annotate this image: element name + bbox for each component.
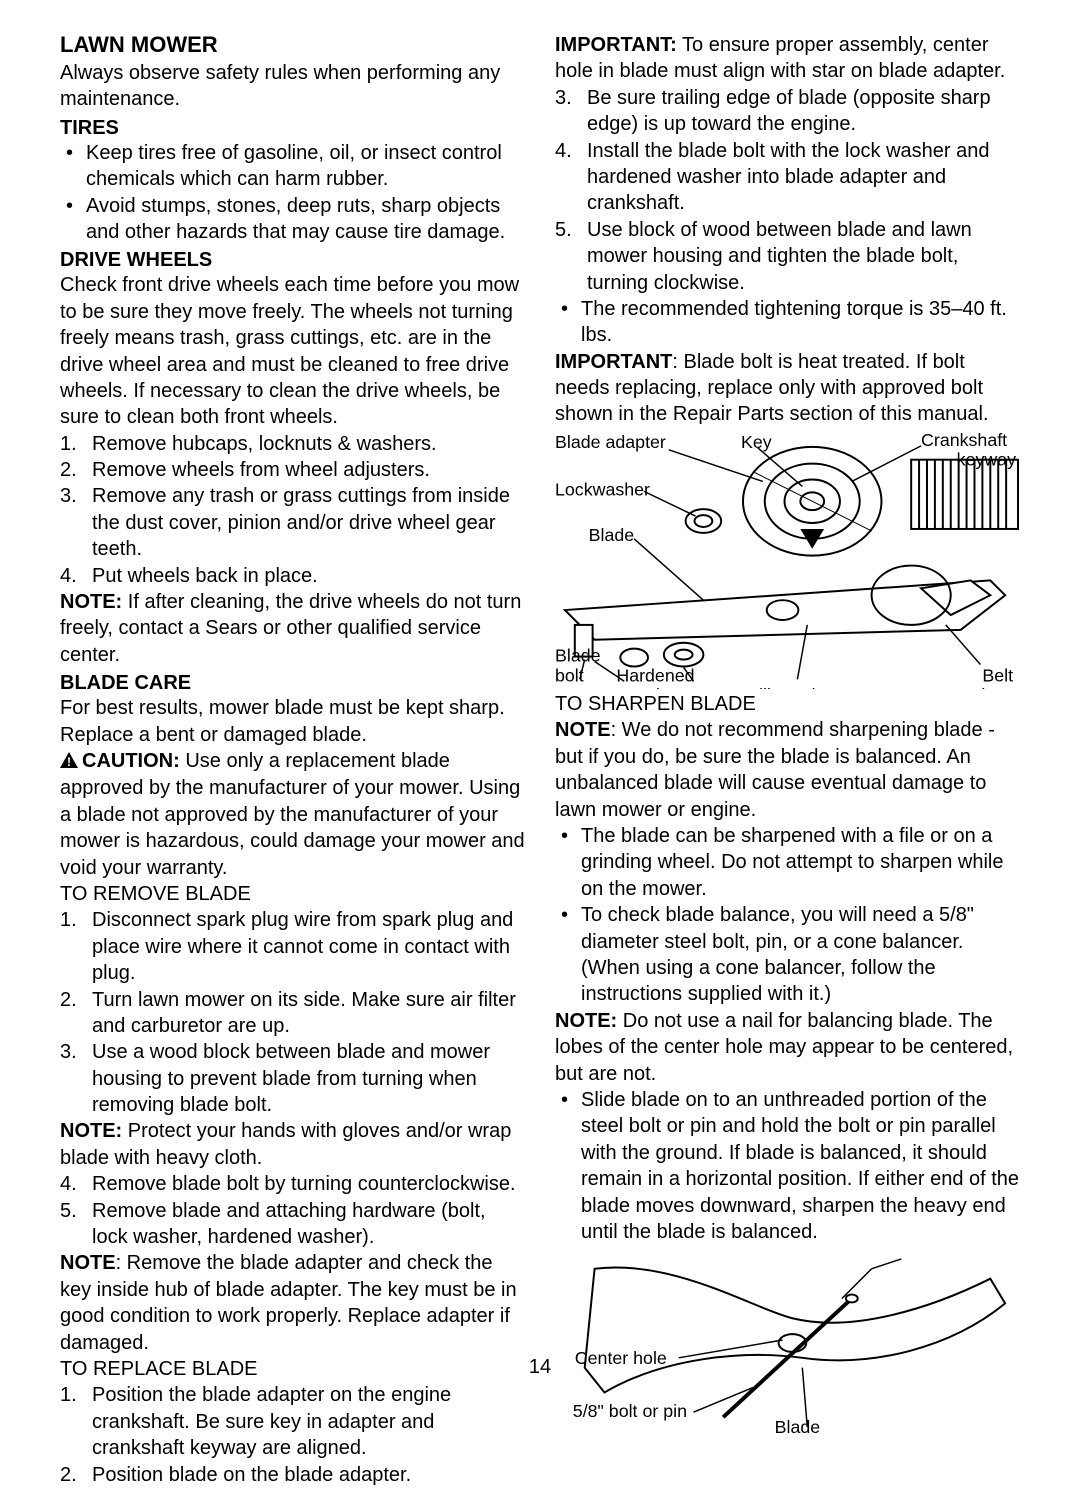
drive-wheels-paragraph: Check front drive wheels each time befor…: [60, 272, 525, 430]
torque-bullets: The recommended tightening torque is 35–…: [555, 296, 1020, 349]
left-column: LAWN MOWER Always observe safety rules w…: [60, 32, 525, 1488]
note-label: NOTE: [60, 1252, 116, 1274]
caution-label: CAUTION:: [82, 750, 180, 772]
list-item: Remove any trash or grass cuttings from …: [60, 483, 525, 562]
list-item: Position the blade adapter on the engine…: [60, 1382, 525, 1461]
list-item: Use block of wood between blade and lawn…: [555, 217, 1020, 296]
important-label: IMPORTANT: [555, 351, 672, 373]
fig-label-keyway: keyway: [957, 449, 1016, 469]
list-item: To check blade balance, you will need a …: [555, 902, 1020, 1008]
fig-label-washer: washer: [623, 685, 681, 689]
section-title: LAWN MOWER: [60, 32, 525, 58]
list-item: Keep tires free of gasoline, oil, or ins…: [60, 140, 525, 193]
fig-label-trailing: Trailing edge: [733, 685, 835, 689]
fig-label-bolt-pin: 5/8" bolt or pin: [573, 1401, 687, 1421]
note-label: NOTE:: [60, 1120, 122, 1142]
list-item: Turn lawn mower on its side. Make sure a…: [60, 987, 525, 1040]
note-label: NOTE:: [60, 591, 122, 613]
fig-label-blade2: Blade: [555, 645, 601, 665]
blade-note-1: NOTE: Protect your hands with gloves and…: [60, 1118, 525, 1171]
list-item: Remove blade and attaching hardware (bol…: [60, 1198, 525, 1251]
note-label: NOTE: [555, 719, 611, 741]
slide-blade-bullets: Slide blade on to an unthreaded portion …: [555, 1087, 1020, 1245]
drive-wheels-note: NOTE: If after cleaning, the drive wheel…: [60, 589, 525, 668]
list-item: Position blade on the blade adapter.: [60, 1462, 525, 1488]
note-label: NOTE:: [555, 1010, 617, 1032]
list-item: The recommended tightening torque is 35–…: [555, 296, 1020, 349]
list-item: Avoid stumps, stones, deep ruts, sharp o…: [60, 193, 525, 246]
note-text: Do not use a nail for balancing blade. T…: [555, 1010, 1013, 1085]
fig-label-hardened: Hardened: [616, 665, 694, 685]
two-column-layout: LAWN MOWER Always observe safety rules w…: [60, 32, 1020, 1488]
list-item: Install the blade bolt with the lock was…: [555, 138, 1020, 217]
note-text: : We do not recommend sharpening blade -…: [555, 719, 995, 820]
caution-paragraph: ! CAUTION: Use only a replacement blade …: [60, 748, 525, 881]
blade-care-heading: BLADE CARE: [60, 672, 525, 695]
remove-blade-steps-b: Remove blade bolt by turning countercloc…: [60, 1171, 525, 1250]
nail-note: NOTE: Do not use a nail for balancing bl…: [555, 1008, 1020, 1087]
fig-label-crankshaft: Crankshaft: [921, 432, 1007, 450]
fig-label-blade: Blade: [589, 525, 635, 545]
to-sharpen-heading: TO SHARPEN BLADE: [555, 691, 1020, 717]
note-text: : Remove the blade adapter and check the…: [60, 1252, 517, 1353]
tires-bullets: Keep tires free of gasoline, oil, or ins…: [60, 140, 525, 246]
blade-balance-figure: Center hole 5/8" bolt or pin Blade: [555, 1249, 1020, 1437]
fig-label-retainer: retainer: [951, 685, 1011, 689]
fig-label-blade: Blade: [775, 1417, 821, 1437]
blade-care-paragraph: For best results, mower blade must be ke…: [60, 695, 525, 748]
to-replace-blade-heading: TO REPLACE BLADE: [60, 1356, 525, 1382]
fig-label-belt: Belt: [982, 665, 1013, 685]
list-item: The blade can be sharpened with a file o…: [555, 823, 1020, 902]
blade-assembly-figure: Blade adapter Key Crankshaft keyway Lock…: [555, 432, 1020, 689]
list-item: Put wheels back in place.: [60, 563, 525, 589]
to-remove-blade-heading: TO REMOVE BLADE: [60, 881, 525, 907]
warning-icon: !: [60, 749, 78, 775]
note-text: Protect your hands with gloves and/or wr…: [60, 1120, 511, 1168]
remove-blade-steps-a: Disconnect spark plug wire from spark pl…: [60, 907, 525, 1118]
important-label: IMPORTANT:: [555, 34, 677, 56]
important-1: IMPORTANT: To ensure proper assembly, ce…: [555, 32, 1020, 85]
important-2: IMPORTANT: Blade bolt is heat treated. I…: [555, 349, 1020, 428]
right-column: IMPORTANT: To ensure proper assembly, ce…: [555, 32, 1020, 1488]
tires-heading: TIRES: [60, 117, 525, 140]
list-item: Remove wheels from wheel adjusters.: [60, 457, 525, 483]
list-item: Slide blade on to an unthreaded portion …: [555, 1087, 1020, 1245]
page-number: 14: [529, 1356, 551, 1379]
fig-label-center-hole: Center hole: [575, 1348, 667, 1368]
list-item: Disconnect spark plug wire from spark pl…: [60, 907, 525, 986]
list-item: Remove blade bolt by turning countercloc…: [60, 1171, 525, 1197]
list-item: Use a wood block between blade and mower…: [60, 1039, 525, 1118]
drive-wheels-steps: Remove hubcaps, locknuts & washers. Remo…: [60, 431, 525, 589]
replace-blade-steps: Position the blade adapter on the engine…: [60, 1382, 525, 1488]
list-item: Be sure trailing edge of blade (opposite…: [555, 85, 1020, 138]
svg-text:!: !: [67, 755, 71, 768]
blade-note-2: NOTE: Remove the blade adapter and check…: [60, 1250, 525, 1356]
assembly-steps: Be sure trailing edge of blade (opposite…: [555, 85, 1020, 296]
sharpen-note: NOTE: We do not recommend sharpening bla…: [555, 717, 1020, 823]
drive-wheels-heading: DRIVE WHEELS: [60, 249, 525, 272]
fig-label-bolt: bolt: [555, 665, 584, 685]
intro-paragraph: Always observe safety rules when perform…: [60, 60, 525, 113]
fig-label-key: Key: [741, 432, 772, 452]
fig-label-blade-adapter: Blade adapter: [555, 432, 666, 452]
note-text: If after cleaning, the drive wheels do n…: [60, 591, 521, 666]
fig-label-lockwasher: Lockwasher: [555, 479, 650, 499]
list-item: Remove hubcaps, locknuts & washers.: [60, 431, 525, 457]
sharpen-bullets: The blade can be sharpened with a file o…: [555, 823, 1020, 1008]
